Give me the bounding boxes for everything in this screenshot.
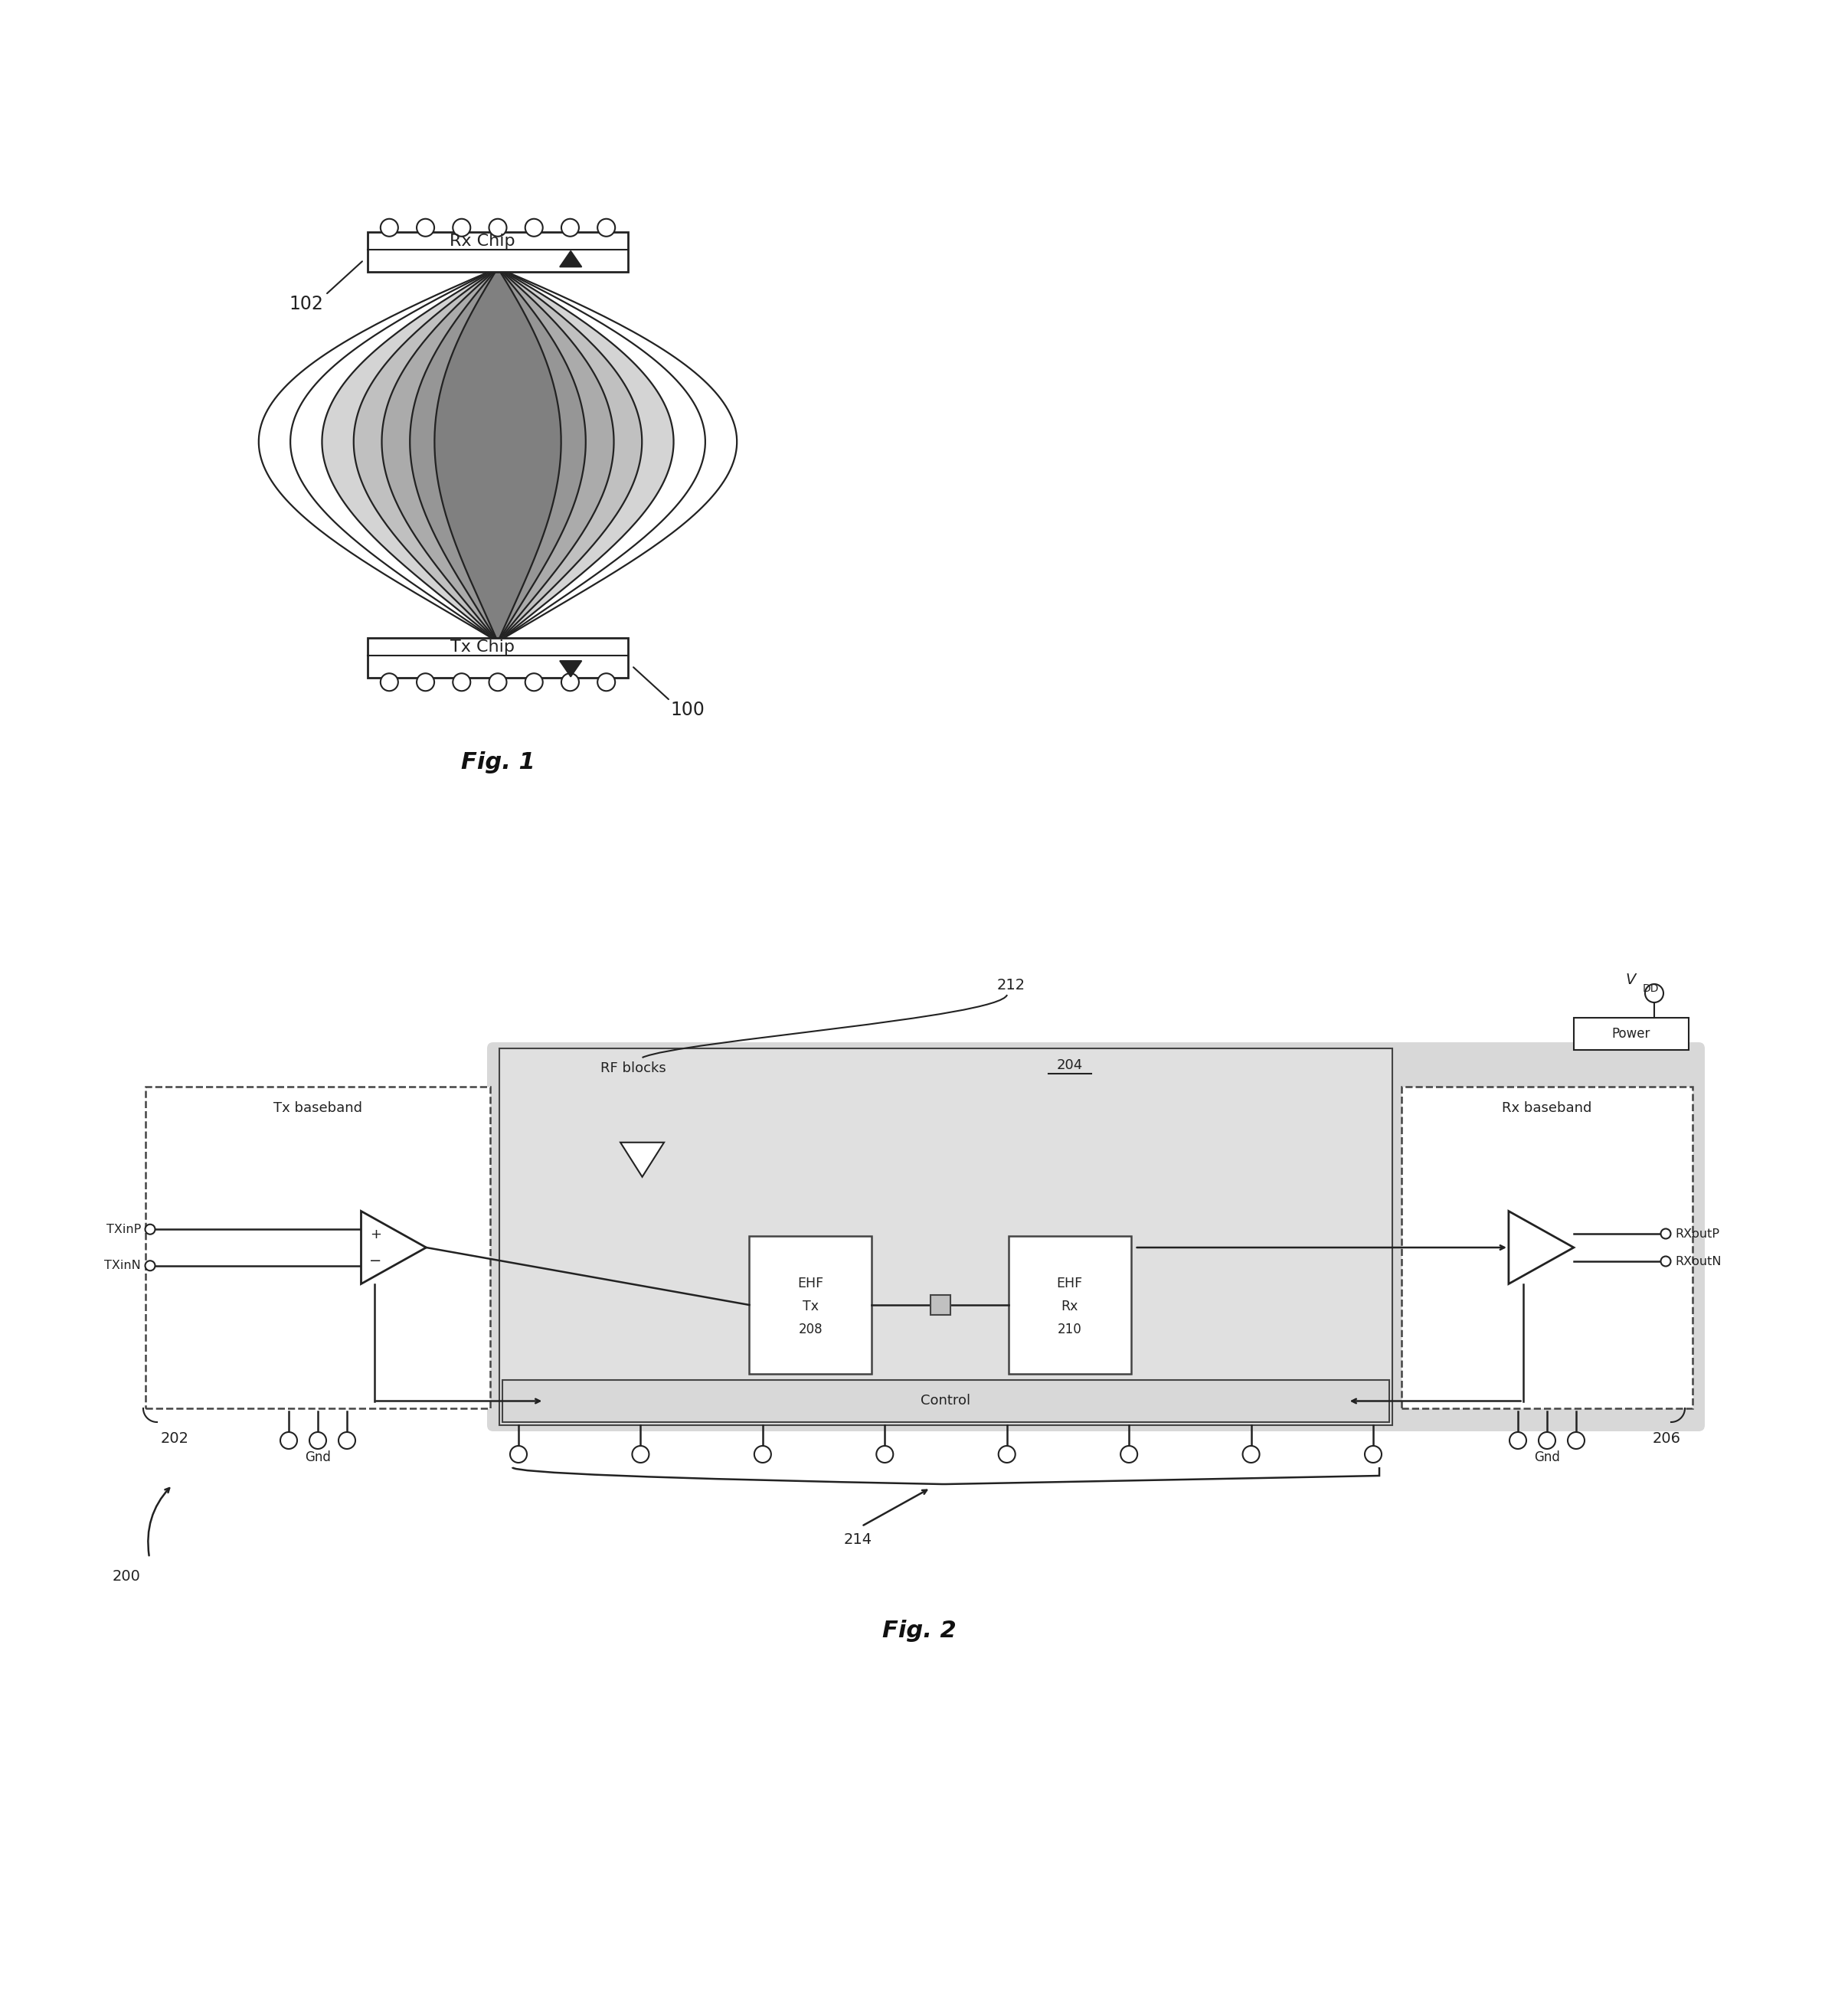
FancyBboxPatch shape — [368, 637, 628, 677]
Text: Gnd: Gnd — [305, 1451, 331, 1465]
Polygon shape — [560, 252, 582, 268]
Text: DD: DD — [1643, 983, 1660, 995]
Text: RXoutP: RXoutP — [1674, 1229, 1719, 1239]
Polygon shape — [322, 268, 673, 641]
Text: 202: 202 — [161, 1431, 188, 1447]
FancyBboxPatch shape — [1574, 1017, 1689, 1049]
Text: TXinN: TXinN — [103, 1261, 140, 1271]
Text: 212: 212 — [996, 977, 1026, 993]
Text: 100: 100 — [671, 701, 704, 719]
FancyBboxPatch shape — [750, 1237, 872, 1375]
Circle shape — [490, 220, 506, 236]
Text: −: − — [370, 1253, 383, 1269]
FancyBboxPatch shape — [1401, 1087, 1693, 1409]
Text: 208: 208 — [798, 1323, 822, 1337]
FancyBboxPatch shape — [368, 232, 628, 272]
Circle shape — [281, 1433, 298, 1449]
Text: Tx: Tx — [802, 1299, 819, 1313]
Polygon shape — [360, 1211, 427, 1285]
Circle shape — [416, 673, 434, 691]
FancyBboxPatch shape — [499, 1049, 1392, 1425]
Text: +: + — [370, 1227, 381, 1241]
Text: Fig. 2: Fig. 2 — [881, 1618, 955, 1642]
Circle shape — [510, 1447, 527, 1463]
Polygon shape — [621, 1143, 663, 1177]
Text: 200: 200 — [113, 1570, 140, 1584]
Text: TXinP: TXinP — [107, 1223, 140, 1235]
Circle shape — [1120, 1447, 1137, 1463]
Polygon shape — [560, 661, 582, 677]
Circle shape — [525, 673, 543, 691]
Circle shape — [1661, 1257, 1671, 1267]
Circle shape — [1510, 1433, 1526, 1449]
FancyBboxPatch shape — [930, 1295, 950, 1315]
Circle shape — [1364, 1447, 1382, 1463]
Text: EHF: EHF — [798, 1277, 824, 1291]
Circle shape — [1645, 985, 1663, 1003]
Circle shape — [146, 1261, 155, 1271]
Text: EHF: EHF — [1057, 1277, 1083, 1291]
Circle shape — [453, 673, 471, 691]
Circle shape — [525, 220, 543, 236]
FancyBboxPatch shape — [503, 1381, 1390, 1423]
Polygon shape — [383, 268, 614, 641]
Circle shape — [490, 673, 506, 691]
Text: 204: 204 — [1057, 1059, 1083, 1073]
Text: Gnd: Gnd — [1534, 1451, 1560, 1465]
Text: 102: 102 — [288, 296, 323, 314]
Text: RXoutN: RXoutN — [1674, 1255, 1720, 1267]
Polygon shape — [1508, 1211, 1574, 1285]
Circle shape — [1242, 1447, 1260, 1463]
Text: 214: 214 — [843, 1532, 872, 1546]
Text: RF blocks: RF blocks — [601, 1061, 665, 1075]
Circle shape — [1567, 1433, 1584, 1449]
Text: Power: Power — [1611, 1027, 1650, 1041]
Text: 210: 210 — [1057, 1323, 1081, 1337]
Circle shape — [338, 1433, 355, 1449]
FancyBboxPatch shape — [488, 1043, 1706, 1431]
Circle shape — [597, 673, 615, 691]
Text: 206: 206 — [1652, 1431, 1682, 1447]
Circle shape — [1539, 1433, 1556, 1449]
Text: Rx: Rx — [1061, 1299, 1077, 1313]
Circle shape — [381, 220, 397, 236]
Circle shape — [754, 1447, 771, 1463]
FancyBboxPatch shape — [1009, 1237, 1131, 1375]
Circle shape — [998, 1447, 1015, 1463]
Circle shape — [146, 1225, 155, 1235]
Circle shape — [453, 220, 471, 236]
FancyBboxPatch shape — [146, 1087, 490, 1409]
Text: Rx Chip: Rx Chip — [449, 234, 516, 248]
Circle shape — [309, 1433, 327, 1449]
Circle shape — [416, 220, 434, 236]
Polygon shape — [434, 268, 562, 641]
Text: Tx Chip: Tx Chip — [451, 639, 514, 655]
Text: Control: Control — [920, 1395, 970, 1409]
Text: V: V — [1624, 973, 1635, 987]
Circle shape — [632, 1447, 649, 1463]
Circle shape — [876, 1447, 893, 1463]
Polygon shape — [353, 268, 641, 641]
Circle shape — [381, 673, 397, 691]
Circle shape — [562, 673, 578, 691]
Circle shape — [597, 220, 615, 236]
Circle shape — [1661, 1229, 1671, 1239]
Text: Tx baseband: Tx baseband — [274, 1101, 362, 1115]
Text: Fig. 1: Fig. 1 — [460, 751, 534, 773]
Circle shape — [562, 220, 578, 236]
Text: Rx baseband: Rx baseband — [1502, 1101, 1591, 1115]
Polygon shape — [410, 268, 586, 641]
